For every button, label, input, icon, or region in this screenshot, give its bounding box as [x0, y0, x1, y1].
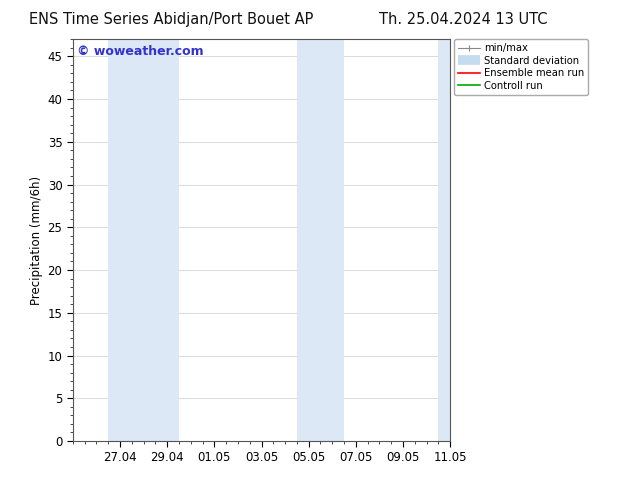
Bar: [297, 39, 344, 441]
Text: ENS Time Series Abidjan/Port Bouet AP: ENS Time Series Abidjan/Port Bouet AP: [29, 12, 313, 27]
Legend: min/max, Standard deviation, Ensemble mean run, Controll run: min/max, Standard deviation, Ensemble me…: [454, 39, 588, 95]
Y-axis label: Precipitation (mm/6h): Precipitation (mm/6h): [30, 175, 44, 305]
Bar: [108, 39, 179, 441]
Bar: [438, 39, 462, 441]
Text: Th. 25.04.2024 13 UTC: Th. 25.04.2024 13 UTC: [378, 12, 547, 27]
Text: © woweather.com: © woweather.com: [77, 45, 204, 58]
